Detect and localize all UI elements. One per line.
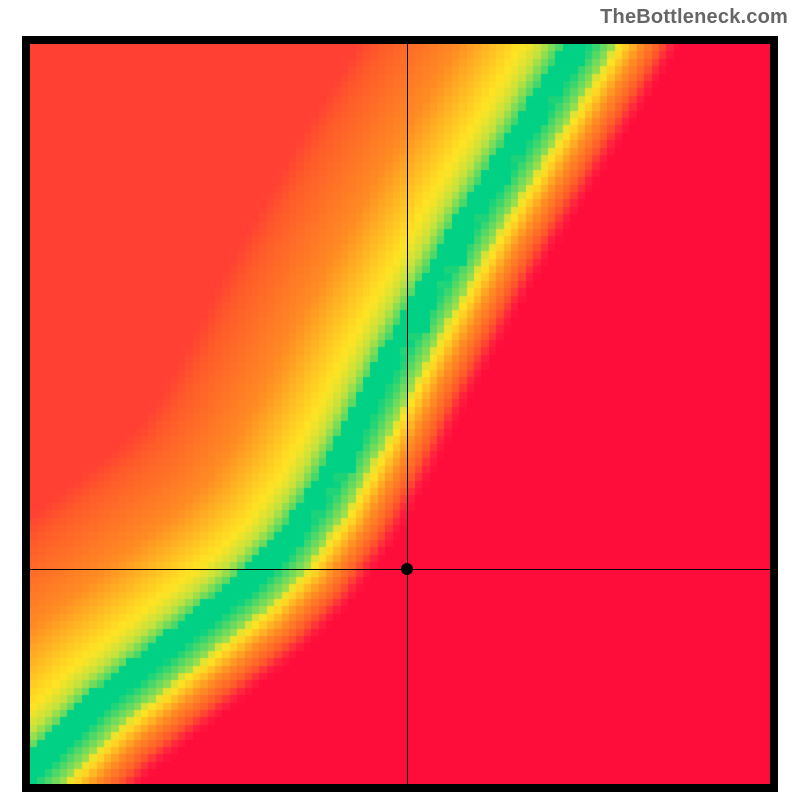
chart-container: TheBottleneck.com	[0, 0, 800, 800]
heatmap-canvas	[30, 44, 770, 784]
attribution-text: TheBottleneck.com	[600, 6, 788, 29]
plot-area	[30, 44, 770, 784]
crosshair-vertical	[407, 44, 408, 784]
crosshair-horizontal	[30, 569, 770, 570]
